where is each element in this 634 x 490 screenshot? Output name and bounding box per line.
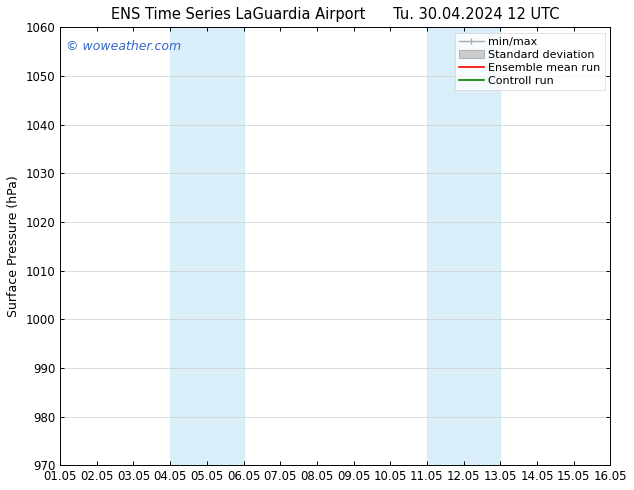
Legend: min/max, Standard deviation, Ensemble mean run, Controll run: min/max, Standard deviation, Ensemble me…: [455, 33, 605, 90]
Title: ENS Time Series LaGuardia Airport      Tu. 30.04.2024 12 UTC: ENS Time Series LaGuardia Airport Tu. 30…: [111, 7, 559, 22]
Text: © woweather.com: © woweather.com: [65, 40, 181, 53]
Bar: [427, 27, 500, 465]
Bar: [170, 27, 243, 465]
Y-axis label: Surface Pressure (hPa): Surface Pressure (hPa): [7, 175, 20, 317]
